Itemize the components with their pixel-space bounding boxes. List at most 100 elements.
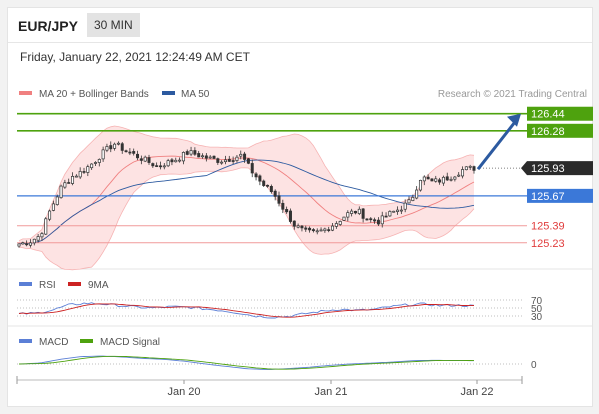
candle-body xyxy=(48,210,52,220)
candle-body xyxy=(44,218,48,235)
chart-header: EUR/JPY 30 MIN xyxy=(8,8,592,43)
x-axis-ticks: Jan 20 Jan 21 Jan 22 xyxy=(16,376,523,398)
legend-rsi-swatch xyxy=(19,282,32,286)
candle-body xyxy=(55,196,59,205)
candle-body xyxy=(21,242,25,245)
candle-body xyxy=(285,209,289,213)
bollinger-lower xyxy=(18,167,475,271)
level-badge-126-28 xyxy=(527,123,593,138)
candle-body xyxy=(40,233,44,238)
candle-body xyxy=(185,151,189,155)
candle-body xyxy=(472,166,476,171)
x-tick-label: Jan 20 xyxy=(167,386,200,398)
candle-body xyxy=(105,146,109,151)
candle-body xyxy=(59,185,63,199)
candle-body xyxy=(67,182,71,184)
candle-body xyxy=(155,165,159,167)
candle-body xyxy=(461,169,465,177)
candle-body xyxy=(51,203,55,211)
candle-body xyxy=(208,156,212,159)
candle-body xyxy=(411,196,415,201)
rsi-tick-label: 50 xyxy=(531,304,543,315)
candle-body xyxy=(258,175,262,182)
level-label-126-44: 126.44 xyxy=(531,109,565,121)
current-price-label: 125.93 xyxy=(531,163,565,175)
candle-body xyxy=(353,210,357,214)
credit-text: Research © 2021 Trading Central xyxy=(438,89,587,100)
bollinger-band-fill xyxy=(19,126,474,270)
candle-body xyxy=(422,176,426,182)
candle-body xyxy=(323,228,327,232)
candle-body xyxy=(181,152,185,162)
candle-body xyxy=(28,242,32,246)
candle-body xyxy=(136,153,140,159)
candle-body xyxy=(166,160,170,167)
candle-body xyxy=(308,227,312,231)
macd-line xyxy=(18,355,474,371)
candle-body xyxy=(220,161,224,164)
candle-body xyxy=(93,162,97,164)
candle-body xyxy=(246,158,250,164)
candle-body xyxy=(361,208,365,219)
legend-macd-swatch xyxy=(19,339,32,343)
level-label-126-28: 126.28 xyxy=(531,126,565,138)
candle-body xyxy=(288,210,292,222)
candle-body xyxy=(178,159,182,162)
candle-body xyxy=(262,180,266,186)
candle-body xyxy=(430,178,434,182)
candle-body xyxy=(376,219,380,225)
bollinger-bands xyxy=(18,125,475,271)
candle-body xyxy=(311,229,315,232)
ma20-line xyxy=(18,155,475,245)
candle-body xyxy=(239,153,243,157)
candle-body xyxy=(415,189,419,199)
forecast-arrow-shaft xyxy=(476,119,518,171)
x-tick-label: Jan 22 xyxy=(460,386,493,398)
candle-body xyxy=(235,156,239,161)
candle-body xyxy=(269,186,273,193)
candle-body xyxy=(90,163,94,169)
candle-body xyxy=(392,210,396,213)
candle-body xyxy=(113,143,117,149)
currency-pair: EUR/JPY xyxy=(18,18,78,34)
legend-macd-signal-swatch xyxy=(80,339,93,343)
candle-body xyxy=(223,159,227,163)
candlesticks xyxy=(17,141,476,248)
candle-body xyxy=(17,243,21,247)
legend-bollinger: MA 20 + Bollinger Bands xyxy=(39,89,149,100)
legend-ma50-swatch xyxy=(162,91,175,95)
macd-tick-label: 0 xyxy=(531,360,537,371)
candle-body xyxy=(464,166,468,171)
candle-body xyxy=(250,163,254,174)
candle-body xyxy=(266,184,270,187)
candle-body xyxy=(147,157,151,163)
candle-body xyxy=(86,166,90,173)
candle-body xyxy=(399,209,403,212)
candle-body xyxy=(365,218,369,221)
candle-body xyxy=(338,220,342,225)
candle-body xyxy=(342,216,346,221)
candle-body xyxy=(449,178,453,181)
candle-body xyxy=(216,158,220,163)
candle-body xyxy=(231,160,235,162)
legend-bollinger-swatch xyxy=(19,91,32,95)
candle-body xyxy=(82,171,86,173)
candle-body xyxy=(434,178,438,182)
candle-body xyxy=(334,223,338,227)
rsi-tick-label: 30 xyxy=(531,312,543,323)
candle-body xyxy=(331,225,335,231)
candle-body xyxy=(380,215,384,225)
candle-body xyxy=(243,153,247,160)
legend-macd-signal: MACD Signal xyxy=(100,337,160,348)
timeframe-badge[interactable]: 30 MIN xyxy=(87,13,140,37)
current-price-badge xyxy=(521,161,593,176)
candle-body xyxy=(350,210,354,214)
candle-body xyxy=(441,176,445,184)
level-label-125-39: 125.39 xyxy=(531,221,565,233)
candle-body xyxy=(120,143,124,151)
candle-body xyxy=(281,202,285,210)
candle-body xyxy=(32,238,36,244)
candle-body xyxy=(403,202,407,210)
